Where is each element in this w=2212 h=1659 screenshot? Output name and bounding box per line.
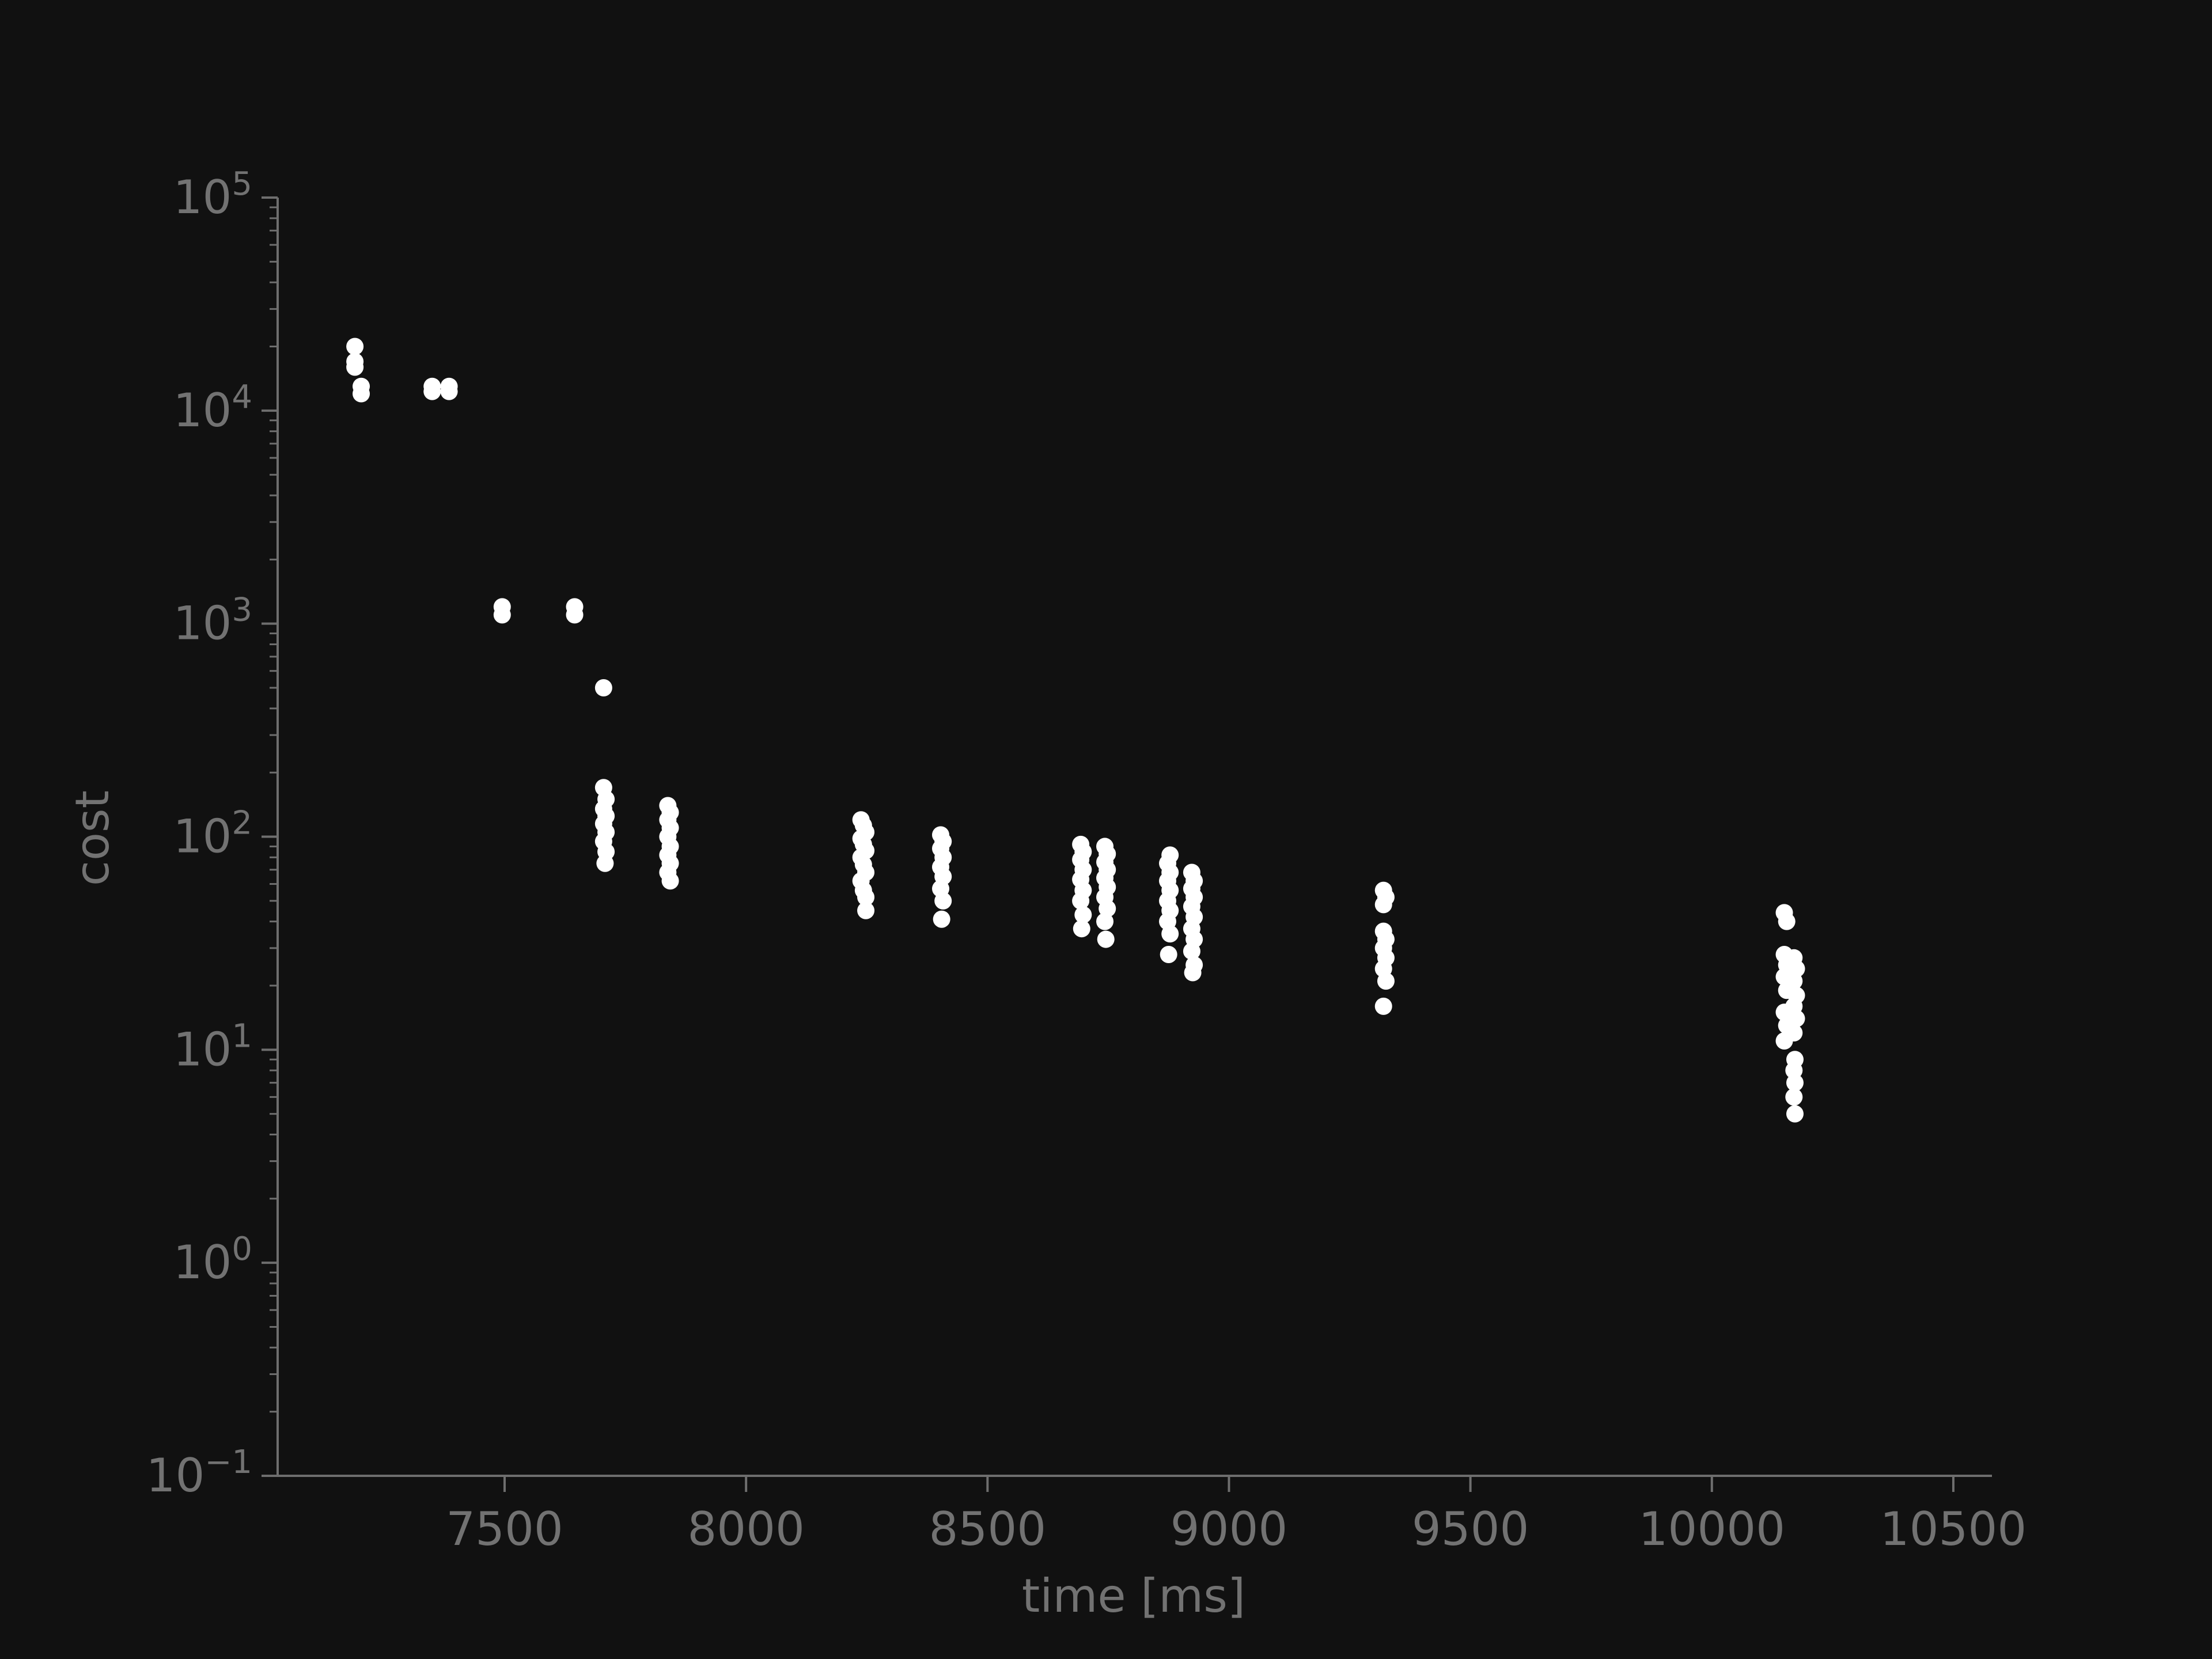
data-point [1786,1105,1804,1123]
data-point [1074,906,1092,924]
data-point [1160,945,1177,963]
data-point [596,854,614,872]
data-point [440,382,458,400]
y-tick-label: 103 [173,592,252,650]
data-point [1072,892,1090,910]
data-point [1374,896,1392,914]
y-tick-label: 105 [173,165,252,224]
x-tick-label: 7500 [446,1502,563,1556]
data-point [1785,1024,1803,1042]
data-point [1785,972,1803,990]
x-tick-label: 10000 [1639,1502,1786,1556]
y-axis-title: cost [66,790,119,886]
data-points [346,338,1805,1123]
data-point [346,338,364,355]
data-point [1377,972,1395,990]
data-point [857,888,875,906]
x-tick-label: 9000 [1171,1502,1288,1556]
y-tick-label: 101 [173,1017,252,1076]
data-point [857,902,875,919]
x-tick-label: 8500 [929,1502,1047,1556]
data-point [661,872,679,890]
data-point [423,382,441,400]
data-point [493,606,511,624]
data-point [1787,1010,1805,1028]
data-point [1785,1062,1803,1080]
data-point [346,358,364,376]
y-tick-label: 100 [173,1230,252,1289]
data-point [1096,912,1114,930]
data-point [1374,997,1392,1015]
data-point [1073,920,1090,938]
data-point [933,910,950,928]
data-point [1778,912,1796,930]
axis-ticks: 7500 8000 8500 9000 9500 10000 10500 10−1 100 101… [146,165,2027,1556]
data-point [353,385,370,403]
y-tick-label: 10−1 [146,1444,252,1502]
data-point [934,892,952,910]
data-point [1785,1088,1803,1106]
data-point [1786,1074,1804,1092]
data-point [1183,942,1200,960]
data-point [594,679,612,696]
data-point [1097,930,1115,948]
x-tick-label: 10500 [1880,1502,2027,1556]
data-point [1099,900,1116,918]
x-axis-title: time [ms] [1022,1569,1245,1623]
y-tick-label: 102 [173,805,252,863]
x-tick-label: 9500 [1412,1502,1529,1556]
data-point [566,606,584,624]
y-tick-label: 104 [173,378,252,437]
data-point [1184,964,1202,982]
x-tick-label: 8000 [687,1502,805,1556]
data-point [1161,925,1179,943]
